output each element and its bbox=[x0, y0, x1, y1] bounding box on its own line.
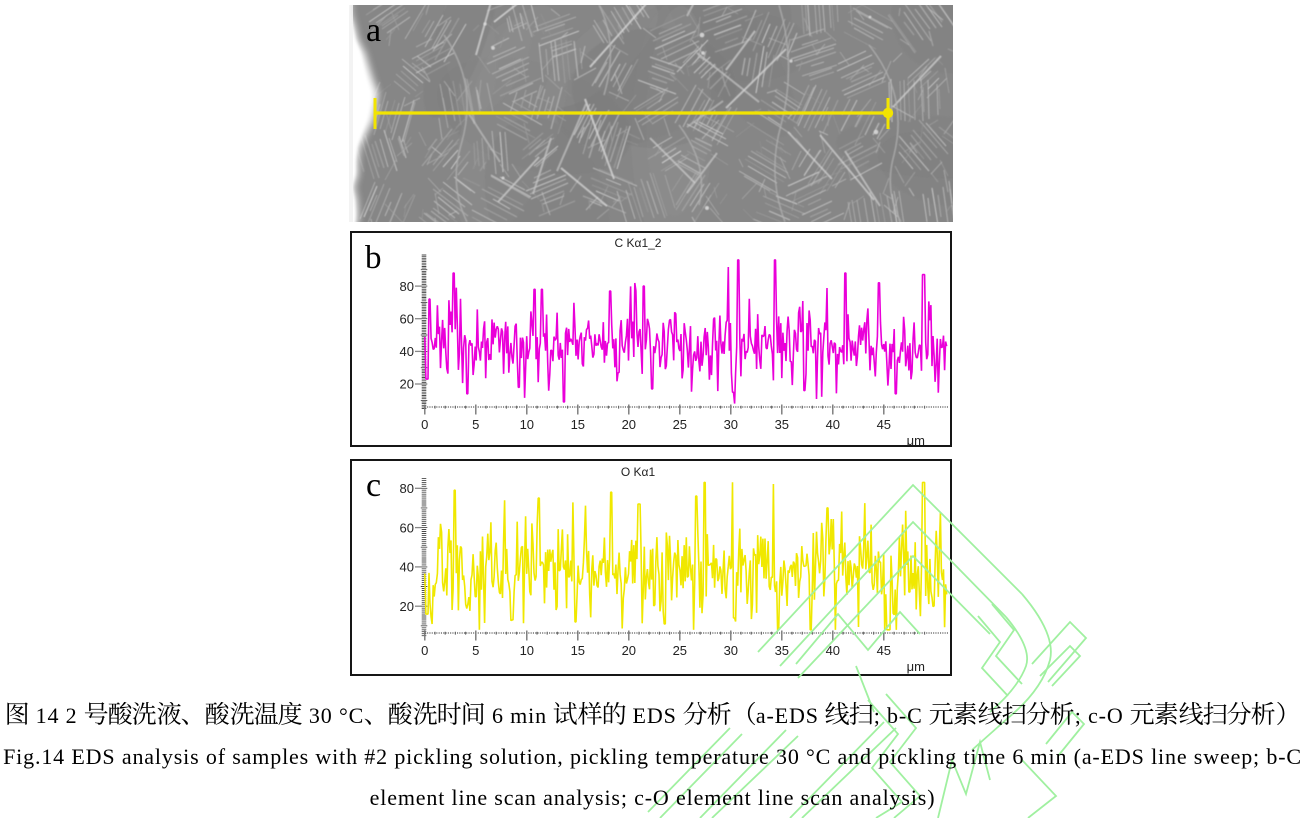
svg-text:40: 40 bbox=[826, 643, 840, 658]
svg-text:O Kα1: O Kα1 bbox=[621, 465, 656, 479]
svg-text:20: 20 bbox=[622, 417, 636, 432]
svg-text:60: 60 bbox=[400, 520, 414, 535]
svg-text:20: 20 bbox=[400, 599, 414, 614]
svg-text:40: 40 bbox=[400, 560, 414, 575]
svg-text:15: 15 bbox=[571, 417, 585, 432]
svg-text:C Kα1_2: C Kα1_2 bbox=[615, 236, 662, 250]
svg-text:80: 80 bbox=[400, 481, 414, 496]
svg-text:60: 60 bbox=[400, 311, 414, 326]
svg-text:40: 40 bbox=[400, 344, 414, 359]
svg-text:35: 35 bbox=[775, 643, 789, 658]
svg-text:30: 30 bbox=[724, 643, 738, 658]
svg-text:0: 0 bbox=[421, 417, 428, 432]
svg-text:20: 20 bbox=[622, 643, 636, 658]
svg-text:25: 25 bbox=[673, 643, 687, 658]
svg-text:10: 10 bbox=[520, 643, 534, 658]
svg-text:5: 5 bbox=[472, 643, 479, 658]
svg-text:30: 30 bbox=[724, 417, 738, 432]
svg-text:35: 35 bbox=[775, 417, 789, 432]
svg-text:μm: μm bbox=[907, 659, 925, 674]
svg-text:μm: μm bbox=[907, 433, 925, 446]
svg-text:15: 15 bbox=[571, 643, 585, 658]
svg-text:45: 45 bbox=[877, 643, 891, 658]
svg-text:0: 0 bbox=[421, 643, 428, 658]
svg-text:45: 45 bbox=[877, 417, 891, 432]
svg-text:10: 10 bbox=[520, 417, 534, 432]
svg-text:20: 20 bbox=[400, 377, 414, 392]
svg-text:5: 5 bbox=[472, 417, 479, 432]
svg-text:25: 25 bbox=[673, 417, 687, 432]
svg-text:40: 40 bbox=[826, 417, 840, 432]
svg-text:80: 80 bbox=[400, 279, 414, 294]
